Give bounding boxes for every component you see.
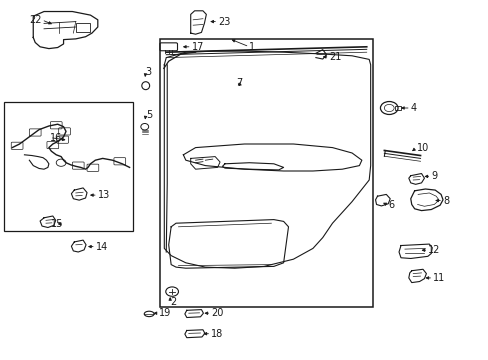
Text: 9: 9 [430, 171, 437, 181]
Text: 18: 18 [211, 329, 223, 339]
Text: 6: 6 [387, 200, 394, 210]
Text: 4: 4 [410, 103, 416, 113]
Text: 16: 16 [50, 132, 62, 143]
Text: 22: 22 [29, 15, 41, 25]
Bar [160, 39, 372, 307]
Text: 15: 15 [51, 219, 63, 229]
Text: 17: 17 [191, 42, 203, 52]
Bar [76, 23, 90, 32]
Text: 3: 3 [145, 67, 152, 77]
Text: 20: 20 [211, 308, 223, 318]
Text: 13: 13 [98, 190, 110, 200]
Text: 21: 21 [329, 52, 341, 62]
Text: 8: 8 [442, 195, 448, 206]
Text: 11: 11 [432, 273, 445, 283]
Text: 12: 12 [427, 245, 440, 255]
Text: 14: 14 [96, 242, 108, 252]
Text: 23: 23 [218, 17, 230, 27]
Text: 1: 1 [249, 42, 255, 52]
Text: 5: 5 [145, 110, 152, 120]
Bar [394, 106, 400, 110]
Bar [4, 102, 133, 231]
Text: 10: 10 [416, 143, 428, 153]
Text: 2: 2 [170, 297, 176, 307]
Text: 19: 19 [159, 308, 171, 318]
Text: 7: 7 [235, 78, 242, 88]
